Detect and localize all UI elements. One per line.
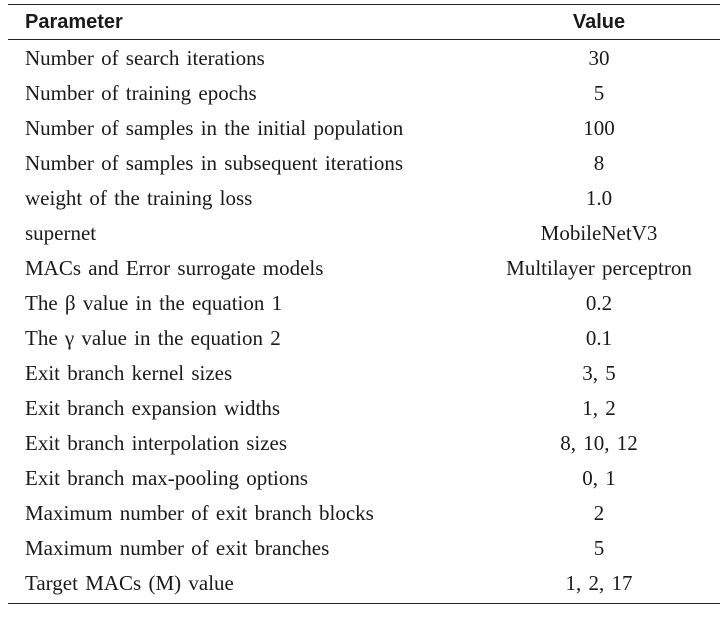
row-parameter: Maximum number of exit branches	[25, 536, 330, 560]
row-value: 2	[593, 501, 605, 525]
row-parameter: The γ value in the equation 2	[25, 326, 281, 350]
table-row: weight of the training loss 1.0	[8, 181, 720, 216]
row-parameter: Maximum number of exit branch blocks	[25, 501, 374, 525]
top-rule	[8, 4, 720, 5]
row-parameter: The β value in the equation 1	[25, 291, 283, 315]
row-value: 1, 2, 17	[565, 571, 633, 595]
table-row: Exit branch expansion widths 1, 2	[8, 391, 720, 426]
row-parameter: supernet	[25, 221, 97, 245]
row-value: 8	[593, 151, 605, 175]
row-value: 30	[588, 46, 610, 70]
row-value: 5	[593, 536, 605, 560]
parameter-table: Parameter Value Number of search iterati…	[8, 4, 720, 604]
table-row: Exit branch kernel sizes 3, 5	[8, 356, 720, 391]
row-parameter: Number of training epochs	[25, 81, 257, 105]
row-value: 8, 10, 12	[560, 431, 638, 455]
row-value: 1.0	[585, 186, 613, 210]
table-row: Target MACs (M) value 1, 2, 17	[8, 566, 720, 601]
row-value: 5	[593, 81, 605, 105]
bottom-rule	[8, 603, 720, 604]
header-value: Value	[572, 10, 626, 33]
table-row: Maximum number of exit branch blocks 2	[8, 496, 720, 531]
table-row: Exit branch max-pooling options 0, 1	[8, 461, 720, 496]
row-parameter: Exit branch interpolation sizes	[25, 431, 288, 455]
row-parameter: Target MACs (M) value	[25, 571, 234, 595]
row-value: 0.2	[585, 291, 613, 315]
row-parameter: Number of samples in subsequent iteratio…	[25, 151, 404, 175]
table-row: Number of search iterations 30	[8, 41, 720, 76]
table-row: Number of samples in subsequent iteratio…	[8, 146, 720, 181]
table-row: Number of training epochs 5	[8, 76, 720, 111]
table-row: supernet MobileNetV3	[8, 216, 720, 251]
row-parameter: Number of samples in the initial populat…	[25, 116, 404, 140]
table-body: Number of search iterations 30 Number of t…	[8, 40, 720, 603]
table-header-row: Parameter Value	[8, 5, 720, 39]
row-parameter: weight of the training loss	[25, 186, 253, 210]
row-value: 100	[583, 116, 615, 140]
row-parameter: Exit branch max-pooling options	[25, 466, 309, 490]
table-row: The γ value in the equation 2 0.1	[8, 321, 720, 356]
row-value: MobileNetV3	[540, 221, 658, 245]
row-value: Multilayer perceptron	[506, 256, 692, 280]
row-value: 3, 5	[582, 361, 616, 385]
table-row: Exit branch interpolation sizes 8, 10, 12	[8, 426, 720, 461]
header-rule	[8, 39, 720, 40]
row-parameter: Exit branch expansion widths	[25, 396, 281, 420]
table-row: MACs and Error surrogate models Multilaye…	[8, 251, 720, 286]
row-parameter: Exit branch kernel sizes	[25, 361, 233, 385]
header-parameter: Parameter	[25, 10, 123, 33]
table-row: Number of samples in the initial populat…	[8, 111, 720, 146]
row-value: 0, 1	[582, 466, 616, 490]
table-row: The β value in the equation 1 0.2	[8, 286, 720, 321]
row-value: 0.1	[585, 326, 613, 350]
row-value: 1, 2	[582, 396, 616, 420]
table-row: Maximum number of exit branches 5	[8, 531, 720, 566]
row-parameter: Number of search iterations	[25, 46, 265, 70]
row-parameter: MACs and Error surrogate models	[25, 256, 324, 280]
